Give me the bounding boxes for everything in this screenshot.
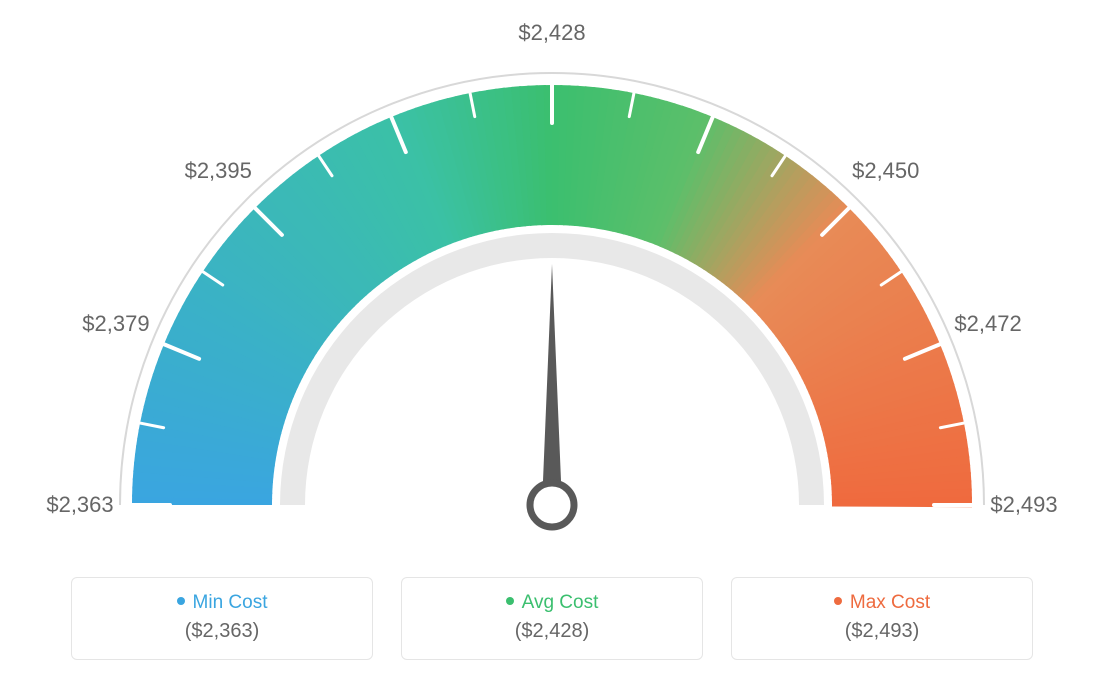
gauge-area: $2,363$2,379$2,395$2,428$2,450$2,472$2,4…: [77, 30, 1027, 560]
gauge-tick-label: $2,472: [954, 311, 1021, 337]
gauge-needle: [542, 264, 562, 505]
gauge-svg: [77, 30, 1027, 560]
min-cost-label: Min Cost: [177, 592, 268, 614]
avg-cost-value: ($2,428): [402, 620, 702, 643]
min-cost-card: Min Cost ($2,363): [71, 577, 373, 660]
min-cost-value: ($2,363): [72, 620, 372, 643]
max-cost-card: Max Cost ($2,493): [731, 577, 1033, 660]
gauge-tick-label: $2,395: [185, 158, 252, 184]
max-cost-label: Max Cost: [834, 592, 930, 614]
avg-cost-card: Avg Cost ($2,428): [401, 577, 703, 660]
gauge-chart-container: $2,363 $2,379 $2,395 $2,428 $2,450 $2,472 $2,4…: [0, 0, 1104, 690]
gauge-tick-label: $2,363: [46, 492, 113, 518]
summary-cards: Min Cost ($2,363) Avg Cost ($2,428) Max …: [71, 577, 1033, 660]
gauge-needle-hub: [530, 483, 574, 527]
gauge-tick-label: $2,428: [518, 20, 585, 46]
gauge-tick-label: $2,379: [82, 311, 149, 337]
max-cost-value: ($2,493): [732, 620, 1032, 643]
gauge-tick-label: $2,493: [990, 492, 1057, 518]
gauge-tick-label: $2,450: [852, 158, 919, 184]
avg-cost-label: Avg Cost: [506, 592, 599, 614]
